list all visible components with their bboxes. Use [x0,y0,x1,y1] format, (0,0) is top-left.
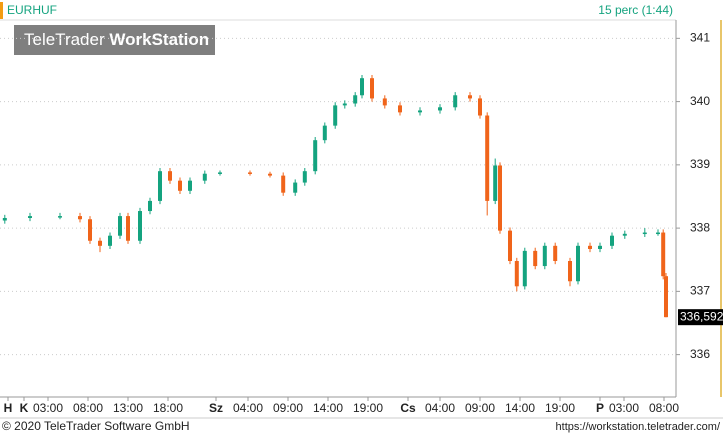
x-tick-label: H [4,401,13,415]
candle-body [248,172,252,174]
y-tick-label: 337 [690,284,710,298]
x-tick-label: 09:00 [465,401,495,415]
candle-body [533,250,538,267]
x-tick-label: 14:00 [505,401,535,415]
candle-body [498,165,502,231]
candle-body [542,245,547,267]
x-tick-label: 14:00 [313,401,343,415]
candle-body [468,95,472,99]
candle-body [281,175,286,193]
candle-body [218,172,222,174]
candle-body [268,173,272,176]
candle-body [398,105,402,113]
candle-body [588,245,592,249]
candle-body [438,107,442,111]
url: https://workstation.teletrader.com/ [556,421,721,433]
candle-body [78,216,82,220]
candle-body [322,125,327,141]
y-tick-label: 336 [690,347,710,361]
candle-body [188,180,192,191]
last-price-box [678,309,723,326]
candle-body [126,216,130,241]
candle-body [342,103,347,106]
candle-body [485,115,490,201]
candle-body [642,232,647,235]
candle-body [598,245,602,249]
candle-body [493,165,498,201]
x-tick-label: 04:00 [233,401,263,415]
x-tick-label: Sz [209,401,223,415]
x-tick-label: 08:00 [649,401,679,415]
x-tick-label: 09:00 [273,401,303,415]
x-tick-label: 13:00 [113,401,143,415]
candle-body [202,173,207,181]
candle-body [418,110,422,113]
x-tick-label: 08:00 [73,401,103,415]
y-tick-label: 341 [690,31,710,45]
candle-body [158,171,162,201]
candle-body [98,240,102,246]
x-tick-label: 03:00 [609,401,639,415]
candle-body [370,78,374,99]
candle-body [138,211,142,241]
candle-body [168,171,172,181]
x-tick-label: K [20,401,29,415]
y-tick-label: 340 [690,94,710,108]
x-tick-label: P [596,401,604,415]
candle-body [118,216,122,236]
watermark-a: TeleTrader [24,30,105,49]
candle-body [568,261,572,282]
candle-body [178,180,182,191]
y-tick-label: 339 [690,157,710,171]
candle-body [610,235,614,246]
x-tick-label: Cs [400,401,416,415]
candle-body [88,219,92,241]
candle-body [622,233,627,236]
copyright: © 2020 TeleTrader Software GmbH [2,419,190,433]
candle-body [508,230,512,262]
candle-body [293,182,298,193]
candle-body [360,78,364,96]
candle-body [108,235,112,246]
x-tick-label: 19:00 [353,401,383,415]
candle-body [313,140,318,172]
candle-body [302,171,307,183]
symbol-marker [0,2,3,19]
candle-body [58,216,62,218]
symbol: EURHUF [7,3,57,17]
x-tick-label: 19:00 [545,401,575,415]
candle-body [664,276,668,318]
interval: 15 perc (1:44) [598,3,673,17]
candle-body [656,232,660,235]
candle-body [514,261,519,287]
candle-body [522,250,527,287]
x-tick-label: 03:00 [33,401,63,415]
candle-body [353,95,358,104]
watermark: TeleTrader WorkStation [24,30,209,49]
last-price-label: 336,592 [680,309,723,323]
candle-body [382,98,387,106]
watermark-b: WorkStation [109,30,209,49]
watermark-box [14,25,215,55]
y-tick-label: 338 [690,220,710,234]
candle-body [576,245,580,282]
x-tick-label: 18:00 [153,401,183,415]
candle-body [553,245,558,262]
candle-body [478,98,482,116]
candle-body [2,217,7,221]
x-tick-label: 04:00 [425,401,455,415]
candle-body [661,232,666,277]
candle-body [148,200,152,212]
candle-body [28,216,32,218]
candle-body [453,95,458,108]
candle-body [333,105,338,126]
